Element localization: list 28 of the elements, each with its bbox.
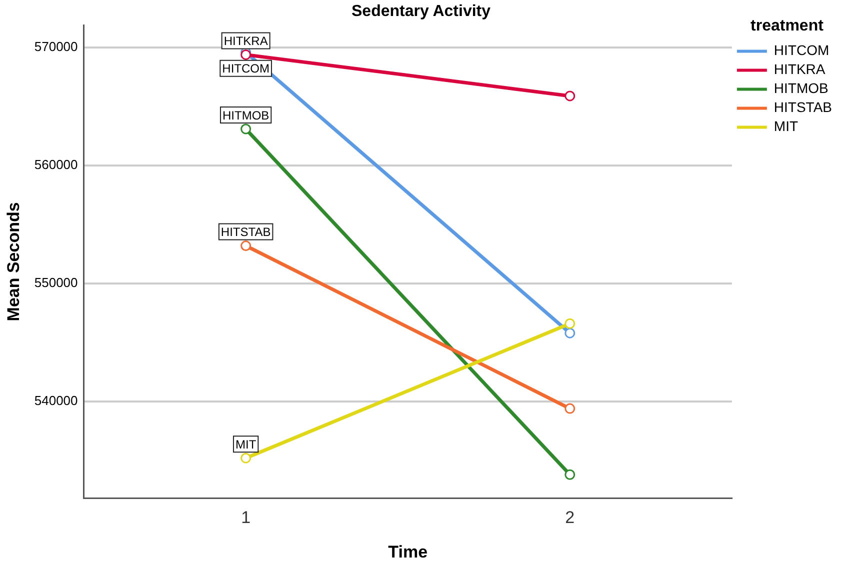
point bbox=[564, 318, 576, 329]
point bbox=[240, 240, 252, 252]
point bbox=[564, 469, 576, 480]
annotation: HITCOM bbox=[222, 62, 270, 76]
y-tick-label: 540000 bbox=[34, 393, 78, 408]
legend-label: HITSTAB bbox=[774, 99, 832, 116]
legend-label: HITKRA bbox=[774, 61, 826, 78]
x-tick-label: 1 bbox=[241, 508, 251, 528]
point bbox=[564, 328, 576, 338]
point bbox=[240, 452, 252, 464]
annotation: MIT bbox=[235, 437, 257, 452]
x-axis-title: Time bbox=[388, 542, 428, 562]
y-axis-title: Mean Seconds bbox=[4, 202, 23, 322]
legend-label: HITCOM bbox=[774, 42, 830, 58]
annotation: HITMOB bbox=[222, 108, 270, 122]
y-tick-label: 560000 bbox=[34, 157, 78, 172]
legend-title: treatment bbox=[750, 17, 824, 34]
y-tick-label: 570000 bbox=[34, 39, 78, 54]
chart-title: Sedentary Activity bbox=[351, 3, 491, 20]
x-tick-label: 2 bbox=[565, 508, 575, 528]
legend-label: HITMOB bbox=[774, 80, 828, 96]
point bbox=[564, 403, 576, 414]
annotation: HITSTAB bbox=[220, 225, 271, 240]
point bbox=[240, 124, 252, 134]
point bbox=[564, 90, 576, 102]
annotation: HITKRA bbox=[224, 34, 268, 48]
y-tick-label: 550000 bbox=[34, 275, 78, 290]
legend-label: MIT bbox=[774, 118, 798, 134]
